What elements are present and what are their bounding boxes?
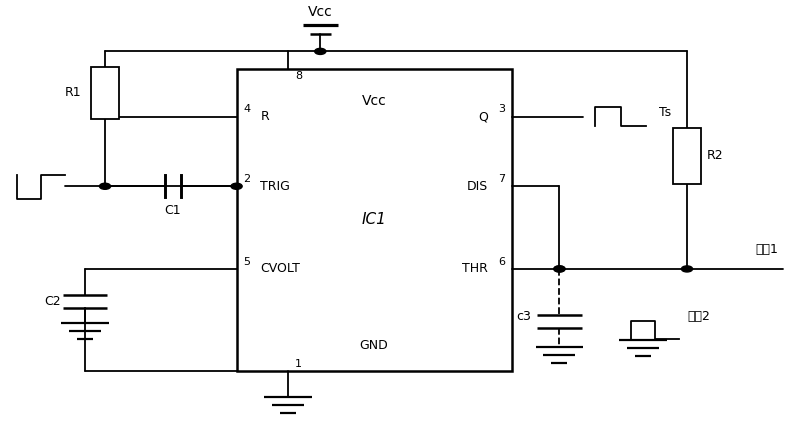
Text: Q: Q: [478, 110, 488, 123]
Text: 5: 5: [243, 257, 250, 267]
Text: R1: R1: [65, 86, 81, 99]
Text: R: R: [261, 110, 270, 123]
Text: R2: R2: [707, 149, 723, 162]
Text: C2: C2: [45, 295, 61, 308]
Text: GND: GND: [360, 338, 389, 352]
Text: TRIG: TRIG: [261, 180, 290, 193]
Text: c3: c3: [517, 310, 531, 323]
Text: 外线1: 外线1: [756, 243, 778, 256]
Text: 外线2: 外线2: [687, 310, 710, 323]
Circle shape: [554, 266, 565, 272]
Text: 1: 1: [294, 359, 302, 369]
Text: 4: 4: [243, 104, 250, 114]
Text: DIS: DIS: [466, 180, 488, 193]
Text: 6: 6: [498, 257, 506, 267]
Circle shape: [682, 266, 693, 272]
Text: 8: 8: [294, 71, 302, 81]
Bar: [90, 66, 119, 119]
Text: Vcc: Vcc: [308, 5, 333, 19]
Circle shape: [99, 183, 110, 189]
Bar: [237, 69, 512, 371]
Text: 7: 7: [498, 174, 506, 184]
Text: 3: 3: [498, 104, 506, 114]
Bar: [673, 128, 702, 184]
Circle shape: [231, 183, 242, 189]
Text: IC1: IC1: [362, 213, 386, 227]
Circle shape: [314, 48, 326, 55]
Text: Ts: Ts: [659, 106, 671, 119]
Text: C1: C1: [165, 204, 181, 216]
Text: CVOLT: CVOLT: [261, 262, 300, 275]
Text: Vcc: Vcc: [362, 95, 386, 108]
Text: THR: THR: [462, 262, 488, 275]
Circle shape: [554, 266, 565, 272]
Text: 2: 2: [243, 174, 250, 184]
